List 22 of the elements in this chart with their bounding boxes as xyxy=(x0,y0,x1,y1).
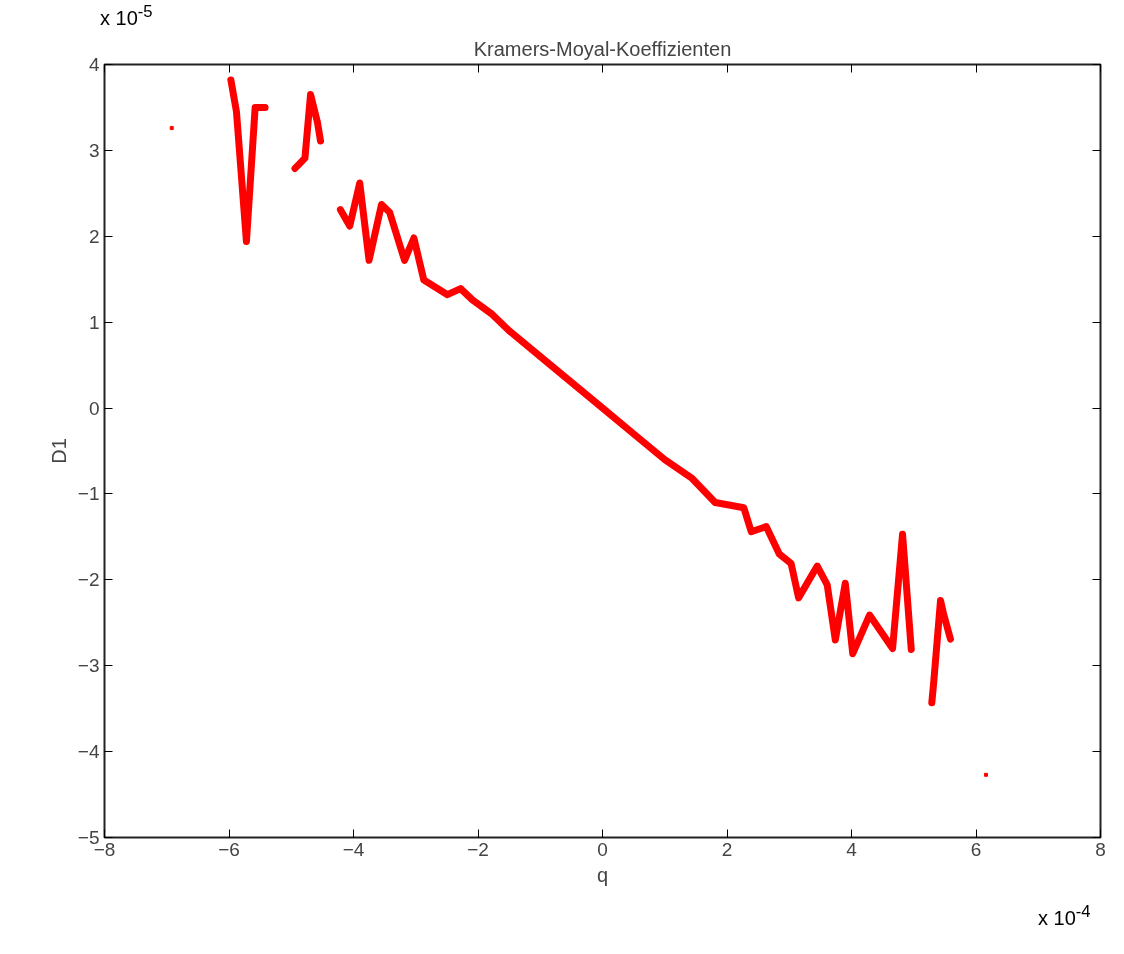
x-tick-label: 4 xyxy=(846,838,858,860)
y-tick-label: −2 xyxy=(77,569,100,591)
y-tick-label: 3 xyxy=(88,139,100,161)
y-tick-label: −3 xyxy=(77,655,100,677)
y-axis-title: D1 xyxy=(47,438,70,464)
x-tick-label: −6 xyxy=(218,838,240,860)
x-tick-label: 6 xyxy=(970,838,982,860)
x-tick-label: 0 xyxy=(597,838,608,860)
chart-title: Kramers-Moyal-Koeffizienten xyxy=(473,37,732,60)
y-tick-label: −1 xyxy=(77,483,100,505)
text: x 10$^{-5}$ xyxy=(100,2,153,29)
x-tick-label: −2 xyxy=(467,838,489,860)
x-tick-label: −4 xyxy=(342,838,365,860)
y-tick-label: −4 xyxy=(77,741,100,763)
y-tick-label: 2 xyxy=(88,225,100,247)
x-tick-label: 2 xyxy=(721,838,733,860)
x-axis-title: q xyxy=(596,863,609,886)
y-tick-label: 1 xyxy=(88,311,100,333)
text: x 10$^{-4}$ xyxy=(1038,902,1091,929)
x-tick-label: 8 xyxy=(1095,838,1106,860)
y-tick-label: 0 xyxy=(88,397,100,419)
y-tick-label: 4 xyxy=(88,54,100,75)
